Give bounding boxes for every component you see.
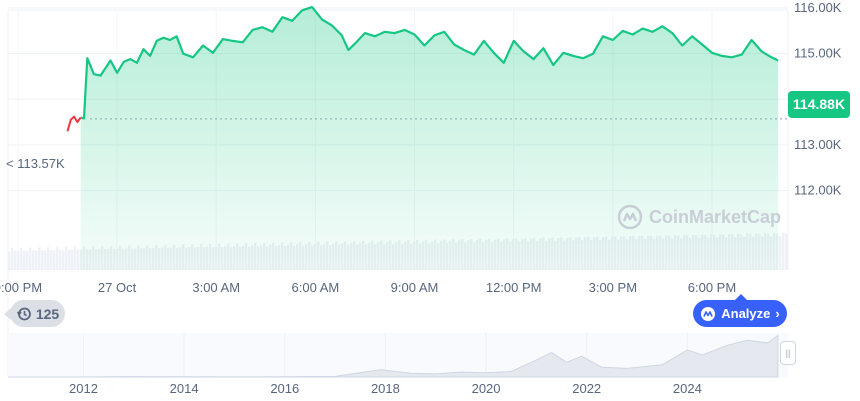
- volume-bar: [20, 247, 23, 270]
- volume-bar: [14, 250, 17, 270]
- y-tick-label: 113.00K: [794, 137, 842, 152]
- range-button-label: 125: [35, 305, 60, 322]
- volume-bar: [17, 251, 20, 270]
- coinmarketcap-watermark: CoinMarketCap: [617, 204, 781, 230]
- volume-bar: [47, 247, 50, 270]
- x-tick-label: 3:00 PM: [589, 280, 637, 295]
- pause-handle-icon: ||: [785, 348, 791, 358]
- volume-bar: [785, 233, 788, 270]
- current-price-badge: 114.88K: [788, 91, 850, 118]
- history-clock-icon: [16, 307, 31, 320]
- chevron-left-icon: ˂: [6, 156, 18, 171]
- x-tick-label: 6:00 AM: [292, 280, 340, 295]
- overview-x-tick-label: 2022: [572, 381, 601, 396]
- y-tick-label: 116.00K: [794, 0, 842, 15]
- volume-bar: [74, 246, 77, 270]
- x-tick-label: 9:00 PM: [0, 280, 42, 295]
- volume-bar: [77, 249, 80, 270]
- overview-area: [8, 334, 779, 378]
- open-price-label: ˂ 113.57K: [6, 156, 65, 171]
- analyze-button-label: Analyze: [721, 306, 771, 321]
- volume-bar: [68, 249, 71, 270]
- overview-x-tick-label: 2014: [170, 381, 199, 396]
- volume-bar: [53, 250, 56, 270]
- overview-x-tick-label: 2012: [69, 381, 98, 396]
- x-tick-label: 27 Oct: [98, 280, 137, 295]
- volume-bar: [50, 249, 53, 270]
- price-line: [80, 6, 779, 120]
- volume-bar: [38, 247, 41, 270]
- chevron-right-icon: ›: [775, 306, 780, 321]
- volume-bar: [71, 249, 74, 270]
- price-area: [80, 7, 779, 270]
- x-tick-label: 9:00 AM: [391, 280, 439, 295]
- analyze-logo-icon: [701, 306, 716, 321]
- volume-bar: [29, 247, 32, 270]
- volume-bar: [11, 247, 14, 270]
- volume-bar: [8, 251, 11, 270]
- x-tick-label: 12:00 PM: [486, 280, 542, 295]
- volume-bar: [26, 250, 29, 270]
- volume-bar: [65, 246, 68, 270]
- coinmarketcap-logo-icon: [617, 204, 643, 230]
- volume-bar: [779, 236, 782, 270]
- history-range-button[interactable]: 125: [4, 300, 65, 327]
- x-tick-label: 6:00 PM: [688, 280, 736, 295]
- overview-x-tick-label: 2016: [270, 381, 299, 396]
- x-tick-label: 3:00 AM: [192, 280, 240, 295]
- volume-bar: [35, 250, 38, 270]
- volume-bar: [62, 249, 65, 270]
- y-tick-label: 112.00K: [794, 183, 842, 198]
- volume-bar: [23, 250, 26, 270]
- price-line-down: [66, 115, 82, 132]
- overview-x-tick-label: 2024: [673, 381, 702, 396]
- volume-bar: [41, 250, 44, 270]
- open-price-value: 113.57K: [17, 156, 65, 171]
- overview-x-tick-label: 2018: [371, 381, 400, 396]
- volume-bar: [32, 250, 35, 270]
- watermark-text: CoinMarketCap: [649, 206, 782, 227]
- overview-x-tick-label: 2020: [472, 381, 501, 396]
- volume-bar: [44, 250, 47, 270]
- overview-x-axis-ticks: 2012 2014 2016 2018 2020 2022 2024: [69, 381, 702, 396]
- volume-bar: [782, 232, 785, 270]
- overview-range-handle[interactable]: ||: [780, 341, 796, 365]
- y-tick-label: 115.00K: [794, 46, 842, 61]
- volume-bar: [59, 249, 62, 270]
- analyze-button[interactable]: Analyze ›: [693, 294, 787, 327]
- volume-bar: [56, 247, 59, 270]
- x-axis-ticks: 9:00 PM 27 Oct 3:00 AM 6:00 AM 9:00 AM 12:00 …: [0, 280, 736, 295]
